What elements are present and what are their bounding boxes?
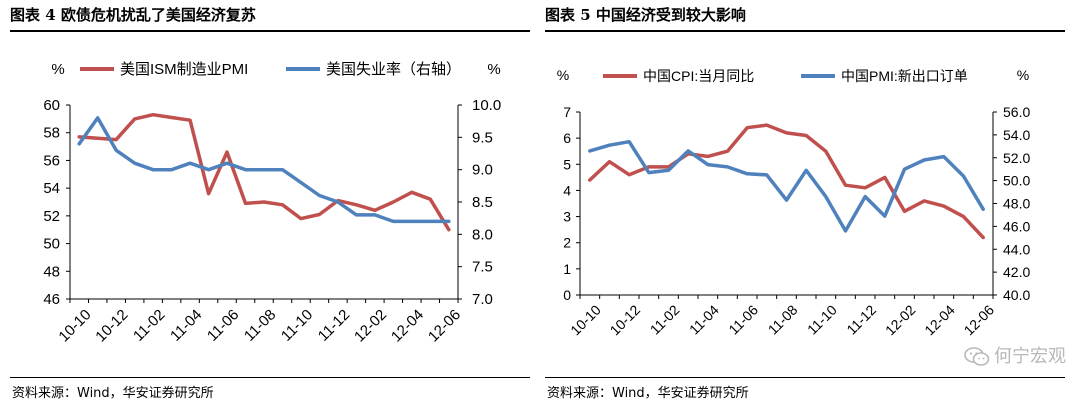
figure-5-title: 图表 5 中国经济受到较大影响 bbox=[545, 6, 746, 24]
y-left-tick-label: 6 bbox=[563, 130, 571, 146]
x-tick-label: 12-04 bbox=[388, 306, 427, 345]
x-tick-label: 11-12 bbox=[315, 306, 353, 344]
y-right-tick-label: 44.0 bbox=[1003, 241, 1030, 257]
wechat-icon bbox=[964, 347, 990, 366]
y-left-tick-label: 4 bbox=[563, 182, 571, 198]
figure-4-title: 图表 4 欧债危机扰乱了美国经济复苏 bbox=[10, 6, 256, 24]
x-tick-label: 11-02 bbox=[647, 302, 683, 338]
y-left-tick-label: 56 bbox=[43, 152, 60, 169]
y-right-tick-label: 9.5 bbox=[472, 129, 493, 146]
x-tick-label: 12-04 bbox=[921, 302, 958, 339]
x-tick-label: 10-12 bbox=[607, 302, 644, 339]
source-divider bbox=[545, 377, 1065, 378]
series-line bbox=[77, 112, 451, 232]
y-left-tick-label: 0 bbox=[563, 287, 571, 303]
x-tick-label: 11-08 bbox=[241, 306, 279, 344]
y-left-tick-label: 46 bbox=[43, 291, 60, 308]
y-right-tick-label: 9.0 bbox=[472, 162, 493, 179]
x-tick-label: 10-12 bbox=[92, 306, 131, 345]
y-right-tick-label: 50.0 bbox=[1003, 173, 1030, 189]
y-left-unit: % bbox=[51, 61, 64, 78]
legend-label: 美国ISM制造业PMI bbox=[120, 61, 248, 78]
y-right-tick-label: 54.0 bbox=[1003, 127, 1030, 143]
y-right-tick-label: 52.0 bbox=[1003, 150, 1030, 166]
y-left-tick-label: 3 bbox=[563, 209, 571, 225]
y-right-unit: % bbox=[1017, 67, 1029, 83]
x-tick-label: 10-10 bbox=[567, 302, 604, 339]
figure-4-source: 资料来源：Wind，华安证券研究所 bbox=[12, 386, 214, 401]
series-line bbox=[588, 123, 985, 240]
y-right-unit: % bbox=[487, 61, 500, 78]
x-tick-label: 12-06 bbox=[961, 302, 998, 339]
x-tick-label: 11-04 bbox=[167, 306, 205, 344]
y-left-tick-label: 2 bbox=[563, 235, 571, 251]
x-tick-label: 12-02 bbox=[882, 302, 919, 339]
y-left-tick-label: 1 bbox=[563, 261, 571, 277]
y-left-tick-label: 52 bbox=[43, 208, 60, 225]
figure-5-panel: 图表 5 中国经济受到较大影响 0 1 2 3 4 5 6 7 40.0 42.0 44.0 46.0… bbox=[545, 0, 1070, 412]
y-left-tick-label: 5 bbox=[563, 156, 571, 172]
x-tick-label: 11-02 bbox=[130, 306, 168, 344]
x-tick-label: 11-10 bbox=[278, 306, 316, 344]
y-left-tick-label: 7 bbox=[563, 104, 571, 120]
series-line bbox=[77, 116, 451, 224]
x-tick-label: 11-10 bbox=[804, 302, 840, 338]
y-right-tick-label: 7.0 bbox=[472, 291, 493, 308]
legend-label: 美国失业率（右轴） bbox=[326, 61, 461, 78]
y-right-tick-label: 8.5 bbox=[472, 194, 493, 211]
y-left-tick-label: 58 bbox=[43, 125, 60, 142]
figure-4-panel: 图表 4 欧债危机扰乱了美国经济复苏 46 48 50 52 54 56 58 60 7.0 7.… bbox=[10, 0, 535, 412]
x-tick-label: 11-12 bbox=[843, 302, 879, 338]
figure-5-source: 资料来源：Wind，华安证券研究所 bbox=[547, 386, 749, 401]
y-right-tick-label: 56.0 bbox=[1003, 104, 1030, 120]
x-tick-label: 10-10 bbox=[55, 306, 94, 345]
y-left-tick-label: 60 bbox=[43, 97, 60, 114]
y-left-tick-label: 50 bbox=[43, 236, 60, 253]
x-tick-label: 12-06 bbox=[425, 306, 464, 345]
title-divider bbox=[10, 30, 530, 32]
x-tick-label: 12-02 bbox=[351, 306, 390, 345]
x-tick-label: 11-06 bbox=[204, 306, 242, 344]
legend-label: 中国PMI:新出口订单 bbox=[841, 68, 968, 84]
chart-china-cpi-pmi: 0 1 2 3 4 5 6 7 40.0 42.0 44.0 46.0 48.0 50.0 52.0 54.0… bbox=[557, 67, 1031, 339]
y-left-tick-label: 54 bbox=[43, 180, 60, 197]
x-tick-label: 11-04 bbox=[686, 302, 722, 338]
y-right-tick-label: 40.0 bbox=[1003, 287, 1030, 303]
watermark: 何宁宏观 bbox=[964, 342, 1066, 368]
y-right-tick-label: 46.0 bbox=[1003, 218, 1030, 234]
y-right-tick-label: 48.0 bbox=[1003, 196, 1030, 212]
series-line bbox=[588, 139, 985, 233]
source-divider bbox=[10, 377, 530, 378]
watermark-text: 何宁宏观 bbox=[994, 346, 1066, 367]
y-right-tick-label: 8.0 bbox=[472, 226, 493, 243]
x-tick-label: 11-06 bbox=[725, 302, 761, 338]
y-right-tick-label: 7.5 bbox=[472, 259, 493, 276]
chart-us-pmi-unemployment: 46 48 50 52 54 56 58 60 7.0 7.5 8.0 8.5 9.0 9.5 10.0%%… bbox=[43, 61, 501, 345]
y-right-tick-label: 42.0 bbox=[1003, 264, 1030, 280]
legend-label: 中国CPI:当月同比 bbox=[643, 68, 754, 84]
y-right-tick-label: 10.0 bbox=[472, 97, 501, 114]
title-divider bbox=[545, 30, 1065, 32]
y-left-unit: % bbox=[557, 67, 569, 83]
x-tick-label: 11-08 bbox=[765, 302, 801, 338]
y-left-tick-label: 48 bbox=[43, 263, 60, 280]
